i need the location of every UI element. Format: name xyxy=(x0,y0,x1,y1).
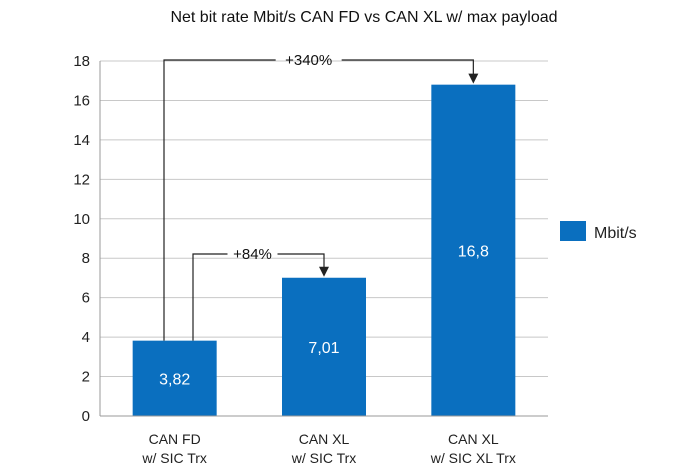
y-tick-label: 10 xyxy=(73,211,90,228)
annotation-connector xyxy=(341,59,474,75)
x-category-label-line: CAN XL xyxy=(448,431,499,447)
bar xyxy=(431,84,516,417)
chart-title: Net bit rate Mbit/s CAN FD vs CAN XL w/ … xyxy=(170,9,557,26)
annotations: +84% +340% xyxy=(163,52,479,341)
arrowhead-icon xyxy=(468,73,479,84)
y-axis: 0 2 4 6 8 10 12 14 16 18 xyxy=(73,53,101,425)
x-category-label-line: CAN FD xyxy=(149,431,201,447)
bar xyxy=(282,277,366,416)
x-category-label-line: CAN XL xyxy=(299,431,350,447)
annotation-connector xyxy=(163,59,276,341)
x-category-label-line: w/ SIC Trx xyxy=(141,450,207,466)
y-tick-label: 18 xyxy=(73,53,90,70)
bar-value-label: 16,8 xyxy=(458,243,489,260)
y-tick-label: 2 xyxy=(82,369,90,386)
legend-swatch xyxy=(560,221,586,241)
annotation-label: +84% xyxy=(233,246,272,263)
annotation-connector xyxy=(277,253,325,268)
legend: Mbit/s xyxy=(560,221,637,242)
y-tick-label: 16 xyxy=(73,92,90,109)
gridlines xyxy=(100,60,548,378)
annotation-label: +340% xyxy=(285,52,332,69)
arrowhead-icon xyxy=(319,266,329,277)
x-category-label: CAN XL w/ SIC XL Trx xyxy=(430,431,516,466)
bars: 3,82 7,01 16,8 xyxy=(132,84,516,417)
bar-value-label: 3,82 xyxy=(159,371,190,388)
bar-value-label: 7,01 xyxy=(308,340,339,357)
legend-label: Mbit/s xyxy=(594,225,637,242)
y-tick-label: 0 xyxy=(82,408,90,425)
y-tick-label: 4 xyxy=(82,329,90,346)
x-category-label-line: w/ SIC XL Trx xyxy=(430,450,516,466)
y-tick-label: 6 xyxy=(82,290,90,307)
y-tick-label: 14 xyxy=(73,132,90,149)
x-category-label-line: w/ SIC Trx xyxy=(291,450,357,466)
bar xyxy=(132,340,217,416)
y-tick-label: 8 xyxy=(82,250,90,267)
x-category-label: CAN XL w/ SIC Trx xyxy=(291,431,357,466)
x-category-label: CAN FD w/ SIC Trx xyxy=(141,431,207,466)
y-tick-label: 12 xyxy=(73,171,90,188)
annotation-connector xyxy=(192,253,228,341)
x-axis: CAN FD w/ SIC Trx CAN XL w/ SIC Trx CAN XL w/… xyxy=(100,415,548,466)
